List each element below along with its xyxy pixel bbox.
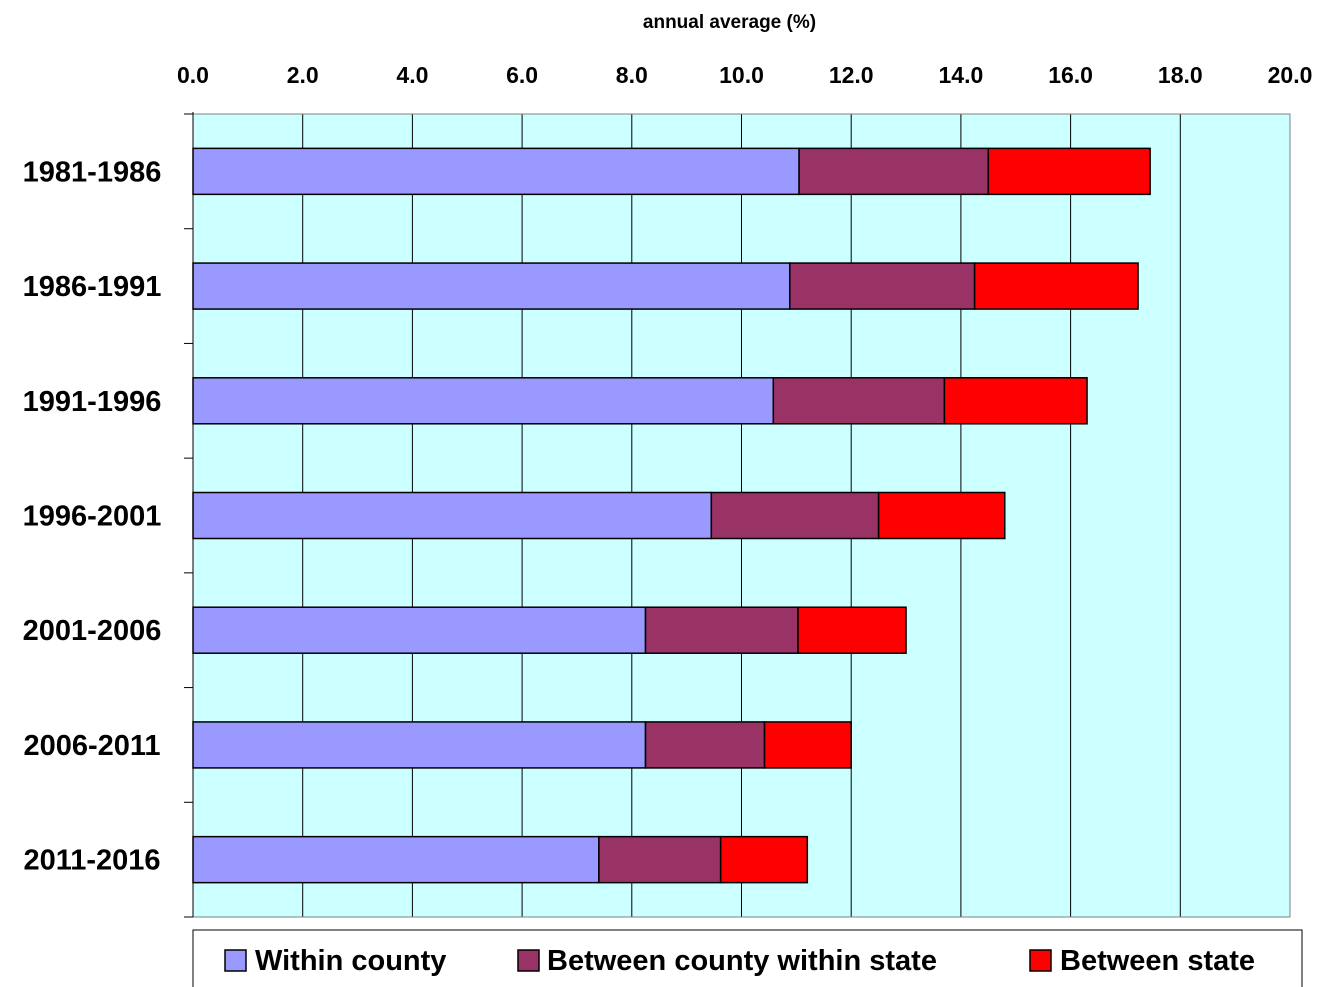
legend-box [192, 929, 1303, 987]
x-tick-label: 8.0 [616, 62, 648, 88]
category-label: 2001-2006 [23, 615, 162, 647]
category-label: 2011-2016 [23, 845, 160, 877]
bar-segment [192, 147, 800, 196]
legend-swatch [224, 949, 247, 972]
x-tick-label: 20.0 [1268, 62, 1313, 88]
legend-label: Within county [255, 945, 446, 977]
bar-segment [710, 491, 880, 540]
bar-segment [987, 147, 1151, 196]
bar-segment [192, 491, 713, 540]
legend-label: Between state [1060, 945, 1255, 977]
category-label: 2006-2011 [23, 730, 160, 762]
x-tick-label: 16.0 [1048, 62, 1093, 88]
x-tick-label: 18.0 [1158, 62, 1203, 88]
bar-segment [943, 377, 1088, 425]
x-tick-label: 10.0 [719, 62, 764, 88]
legend-swatch [1029, 949, 1052, 972]
x-tick-label: 12.0 [829, 62, 874, 88]
bar-segment [192, 606, 647, 654]
category-label: 1996-2001 [23, 501, 162, 533]
bar-segment [719, 835, 809, 884]
bar-segment [192, 835, 600, 884]
bar-segment [763, 721, 852, 769]
bar-segment [644, 606, 799, 654]
x-tick-label: 14.0 [939, 62, 984, 88]
bar-segment [192, 262, 791, 310]
bar-segment [973, 262, 1139, 310]
bar-segment [192, 377, 775, 425]
bar-segment [798, 147, 990, 196]
bar-segment [772, 377, 946, 425]
bar-segment [877, 491, 1006, 540]
x-axis-title: annual average (%) [643, 12, 816, 33]
bar-segment [789, 262, 976, 310]
category-label: 1981-1986 [23, 156, 162, 188]
bar-segment [797, 606, 907, 654]
category-label: 1991-1996 [23, 386, 162, 418]
legend-label: Between county within state [547, 945, 937, 977]
bar-segment [192, 721, 647, 769]
x-tick-label: 2.0 [287, 62, 319, 88]
category-label: 1986-1991 [23, 271, 162, 303]
bar-segment [598, 835, 722, 884]
x-tick-label: 6.0 [506, 62, 538, 88]
x-tick-label: 0.0 [177, 62, 209, 88]
bar-segment [644, 721, 766, 769]
legend-swatch [517, 949, 540, 972]
x-tick-label: 4.0 [396, 62, 428, 88]
